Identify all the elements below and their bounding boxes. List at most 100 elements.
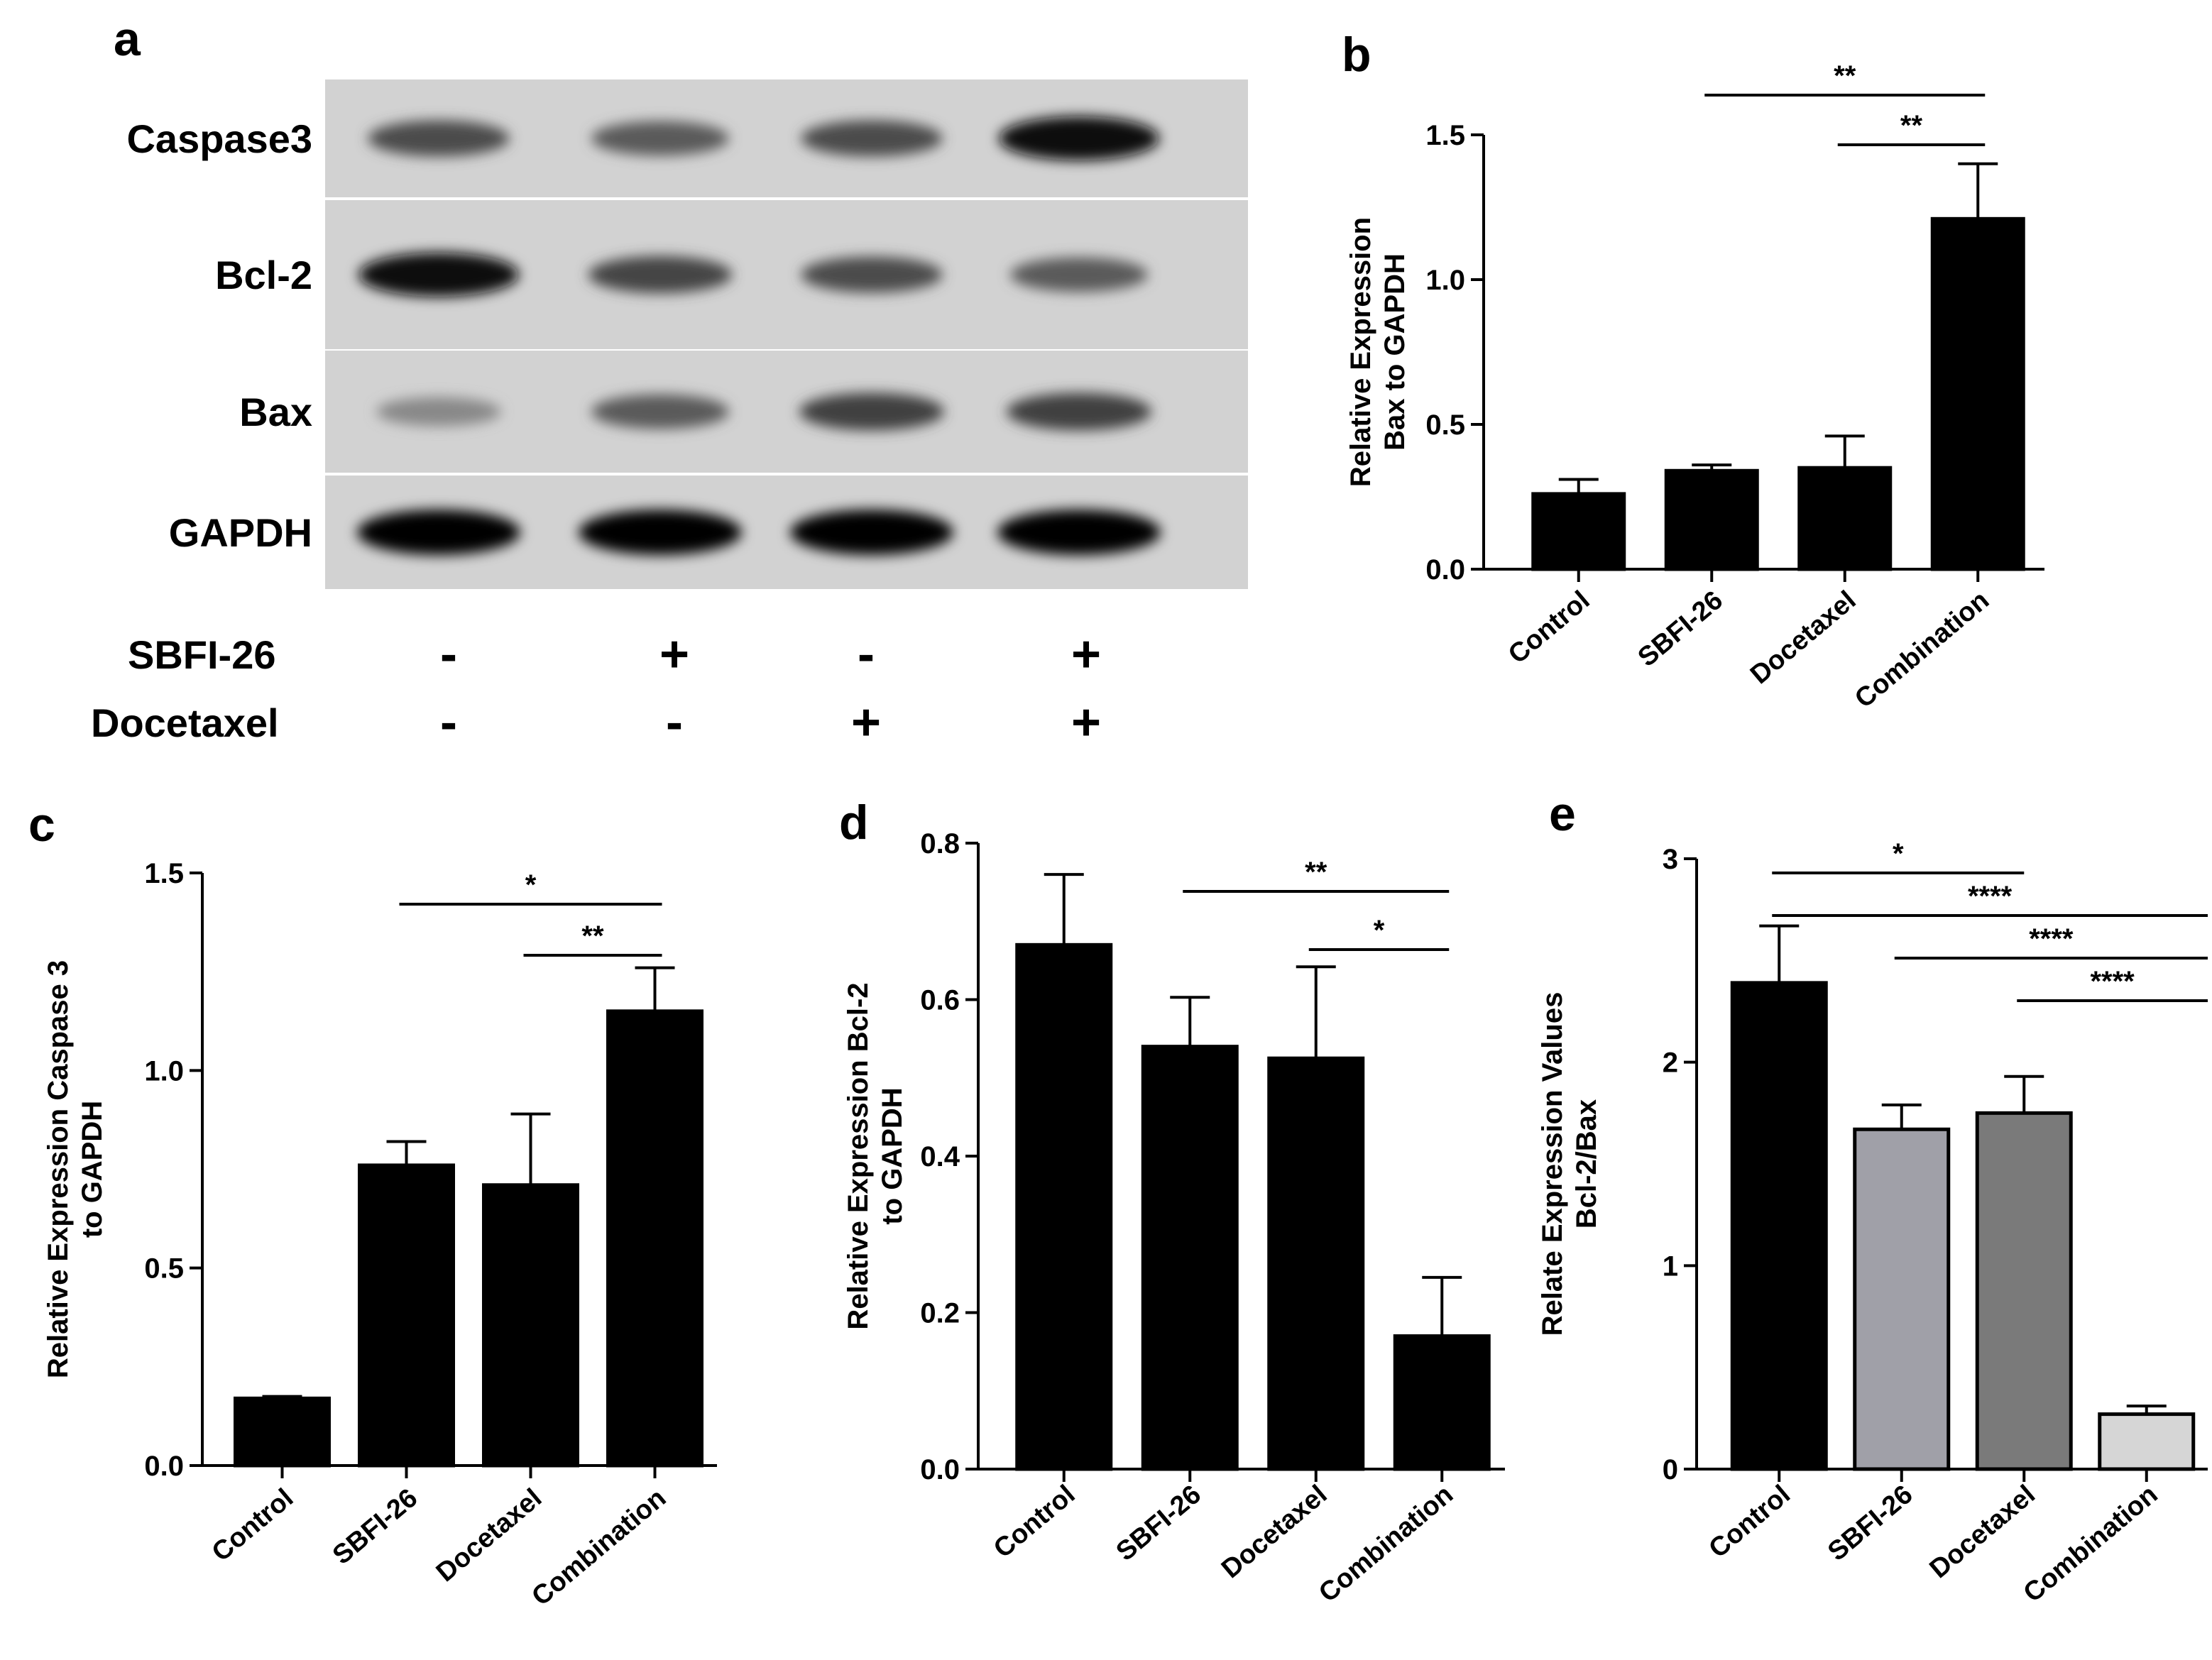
blot-band — [591, 394, 729, 429]
panel-d-bcl2-chart: d 0.0 0.2 0.4 0.6 0.8 Relative Expression Bcl-… — [839, 796, 1505, 1608]
x-category-label: Combination — [2018, 1480, 2164, 1608]
blot-band — [801, 256, 943, 293]
y-axis-label: Bcl-2/Bax — [1571, 1099, 1602, 1228]
y-tick-label: 1.5 — [144, 858, 184, 889]
treatment-sign: + — [851, 694, 881, 751]
x-category-label: SBFI-26 — [1111, 1480, 1207, 1567]
significance-label: * — [1374, 915, 1385, 946]
blot-row-bcl-2: Bcl-2 — [215, 200, 1248, 349]
significance-label: ** — [581, 920, 604, 952]
blot-band — [357, 510, 520, 555]
bar-docetaxel — [1267, 1056, 1365, 1471]
significance-label: **** — [1968, 881, 2013, 912]
panel-e-letter: e — [1549, 787, 1576, 841]
treatment-sign: - — [440, 626, 457, 683]
blot-row-bax: Bax — [239, 351, 1248, 473]
blot-band — [591, 121, 729, 156]
y-tick-label: 0.5 — [1425, 409, 1465, 441]
y-axis-label: to GAPDH — [877, 1087, 908, 1224]
y-tick-label: 0.6 — [920, 985, 960, 1016]
blot-band — [579, 510, 742, 555]
y-tick-label: 1.0 — [144, 1055, 184, 1087]
panel-a-letter: a — [114, 12, 141, 66]
bar-control — [1531, 492, 1626, 571]
x-category-label: Control — [1704, 1480, 1796, 1564]
y-tick-label: 0.0 — [1425, 554, 1465, 586]
bar-control — [234, 1396, 331, 1468]
panel-b-letter: b — [1342, 28, 1371, 82]
bar-control — [1015, 942, 1113, 1471]
bar-combination — [1930, 216, 2025, 571]
y-tick-label: 0.8 — [920, 828, 960, 859]
significance-label: ** — [1834, 60, 1856, 92]
treatment-sign: + — [1071, 694, 1101, 751]
panel-a-western-blot: a Caspase3 Bcl-2 Bax GAPDH SBFI-26 - + - + Docet… — [91, 12, 1248, 751]
y-tick-label: 0.2 — [920, 1298, 960, 1329]
y-tick-label: 0.4 — [920, 1141, 960, 1172]
blot-band — [1010, 257, 1148, 292]
bar-combination — [606, 1009, 703, 1468]
y-tick-label: 3 — [1663, 844, 1678, 875]
x-category-label: SBFI-26 — [1822, 1480, 1918, 1567]
treatment-sign: + — [659, 626, 689, 683]
panel-d-letter: d — [839, 796, 869, 850]
bar-sbfi-26 — [1853, 1127, 1951, 1471]
blot-row-label: Bcl-2 — [215, 253, 312, 297]
blot-row-label: GAPDH — [169, 510, 312, 555]
y-axis-label: Bax to GAPDH — [1379, 253, 1411, 451]
significance-label: ** — [1305, 857, 1327, 888]
x-category-label: Docetaxel — [1216, 1480, 1333, 1585]
significance-label: **** — [2090, 966, 2135, 997]
y-axis-label: Relative Expression Caspase 3 — [43, 960, 74, 1378]
panel-b-bax-chart: b 0.0 0.5 1.0 1.5 Relative Expression Bax to G… — [1342, 28, 2044, 714]
blot-band — [999, 116, 1159, 161]
x-category-label: Control — [1503, 586, 1595, 670]
y-tick-label: 0 — [1663, 1454, 1678, 1485]
x-category-label: Docetaxel — [1745, 586, 1862, 691]
significance-label: **** — [2029, 923, 2074, 955]
bar-control — [1730, 981, 1828, 1471]
bar-docetaxel — [1797, 466, 1893, 571]
blot-band — [588, 255, 733, 294]
blot-row-label: Caspase3 — [126, 116, 312, 161]
bar-sbfi-26 — [1664, 468, 1759, 571]
blot-row-gapdh: GAPDH — [169, 476, 1248, 589]
blot-band — [368, 120, 510, 157]
y-axis-label: to GAPDH — [77, 1101, 108, 1238]
blot-band — [358, 252, 519, 297]
blot-row-caspase3: Caspase3 — [126, 79, 1248, 197]
blot-band — [801, 120, 943, 157]
blot-band — [799, 392, 945, 431]
panel-e-ratio-chart: e 0 1 2 3 Relate Expression Values Bcl-2/Bax Co… — [1537, 787, 2208, 1608]
bar-combination — [1393, 1334, 1491, 1471]
panel-c-caspase3-chart: c 0.0 0.5 1.0 1.5 Relative Expression Caspase… — [28, 798, 717, 1612]
blot-band — [1006, 392, 1152, 431]
x-category-label: Combination — [1849, 586, 1995, 714]
bar-docetaxel — [1975, 1111, 2073, 1471]
y-tick-label: 1.0 — [1425, 265, 1465, 296]
treatment-sign: + — [1071, 626, 1101, 683]
x-category-label: Docetaxel — [431, 1483, 548, 1588]
treatment-label: Docetaxel — [91, 700, 279, 745]
x-category-label: Combination — [1313, 1480, 1459, 1608]
significance-label: * — [525, 869, 537, 901]
treatment-sign: - — [440, 694, 457, 751]
treatment-sign: - — [666, 694, 683, 751]
treatment-sign: - — [858, 626, 875, 683]
x-category-label: Docetaxel — [1924, 1480, 2041, 1585]
panel-c-letter: c — [28, 798, 55, 852]
x-category-label: Control — [207, 1483, 299, 1568]
y-tick-label: 2 — [1663, 1048, 1678, 1079]
blot-band — [790, 510, 953, 555]
bar-docetaxel — [482, 1183, 579, 1468]
y-axis-label: Relate Expression Values — [1537, 992, 1568, 1336]
x-category-label: Combination — [526, 1483, 672, 1612]
bar-sbfi-26 — [1141, 1045, 1239, 1471]
y-tick-label: 0.5 — [144, 1253, 184, 1285]
y-axis-label: Relative Expression Bcl-2 — [843, 982, 874, 1329]
y-tick-label: 1 — [1663, 1251, 1678, 1282]
y-tick-label: 0.0 — [144, 1451, 184, 1482]
x-category-label: SBFI-26 — [1633, 586, 1729, 673]
treatment-label: SBFI-26 — [128, 632, 276, 677]
